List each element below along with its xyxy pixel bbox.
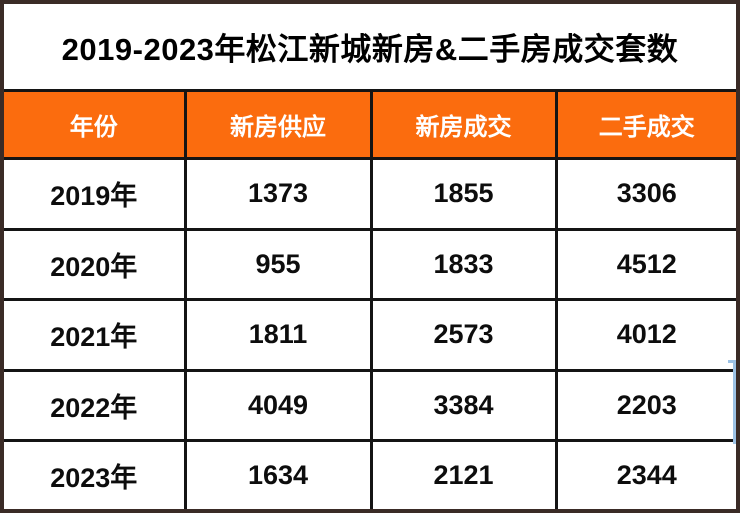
value-cell: 4049 — [183, 368, 373, 443]
year-cell: 2023年 — [4, 439, 187, 509]
value-cell: 4512 — [554, 227, 736, 302]
housing-data-table: 年份 新房供应 新房成交 二手成交 2019年 1373 1855 3306 2… — [4, 89, 736, 509]
value-cell: 2121 — [369, 439, 558, 509]
selection-artifact-line — [728, 360, 736, 444]
value-cell: 1833 — [369, 227, 558, 302]
table-row-2022: 2022年 4049 3384 2203 — [4, 368, 736, 443]
value-cell: 1811 — [183, 298, 373, 372]
header-cell-year: 年份 — [4, 89, 187, 160]
header-row: 年份 新房供应 新房成交 二手成交 — [4, 89, 736, 160]
value-cell: 2344 — [554, 439, 736, 509]
value-cell: 1373 — [183, 157, 373, 231]
value-cell: 1855 — [369, 157, 558, 231]
table-row-2023: 2023年 1634 2121 2344 — [4, 439, 736, 509]
year-cell: 2022年 — [4, 368, 187, 443]
year-cell: 2020年 — [4, 227, 187, 302]
year-cell: 2021年 — [4, 298, 187, 372]
value-cell: 2573 — [369, 298, 558, 372]
header-cell-secondhand-deals: 二手成交 — [554, 89, 736, 160]
value-cell: 1634 — [183, 439, 373, 509]
value-cell: 4012 — [554, 298, 736, 372]
year-cell: 2019年 — [4, 157, 187, 231]
header-cell-new-supply: 新房供应 — [183, 89, 373, 160]
page-title: 2019-2023年松江新城新房&二手房成交套数 — [61, 32, 679, 67]
table-row-2021: 2021年 1811 2573 4012 — [4, 298, 736, 372]
header-cell-new-deals: 新房成交 — [369, 89, 558, 160]
value-cell: 2203 — [554, 368, 736, 443]
table-row-2019: 2019年 1373 1855 3306 — [4, 157, 736, 231]
value-cell: 3306 — [554, 157, 736, 231]
value-cell: 3384 — [369, 368, 558, 443]
table-row-2020: 2020年 955 1833 4512 — [4, 227, 736, 302]
title-band: 2019-2023年松江新城新房&二手房成交套数 — [4, 4, 736, 89]
value-cell: 955 — [183, 227, 373, 302]
